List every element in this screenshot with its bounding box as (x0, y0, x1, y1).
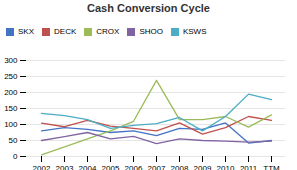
html-text:SHOO: SHOO (139, 27, 163, 36)
svg-text:2004: 2004 (79, 164, 97, 170)
svg-text:2008: 2008 (171, 164, 189, 170)
svg-text:2007: 2007 (148, 164, 166, 170)
svg-text:0: 0 (13, 152, 18, 161)
svg-text:250: 250 (4, 72, 18, 81)
svg-text:150: 150 (4, 104, 18, 113)
html-text:KSWS: KSWS (182, 27, 207, 36)
svg-text:2003: 2003 (56, 164, 74, 170)
html-text:Cash Conversion Cycle: Cash Conversion Cycle (87, 2, 210, 14)
html-text:SKX: SKX (18, 27, 34, 36)
svg-text:2006: 2006 (125, 164, 143, 170)
html-text:CROX: CROX (96, 27, 120, 36)
svg-text:200: 200 (4, 88, 18, 97)
svg-text:2005: 2005 (102, 164, 120, 170)
svg-text:2009: 2009 (194, 164, 212, 170)
html-text:DECK: DECK (54, 27, 77, 36)
svg-text:300: 300 (4, 56, 18, 65)
svg-text:2002: 2002 (33, 164, 51, 170)
svg-text:TTM: TTM (263, 164, 280, 170)
svg-text:2011: 2011 (240, 164, 258, 170)
svg-text:2010: 2010 (217, 164, 235, 170)
svg-text:50: 50 (9, 136, 18, 145)
svg-text:100: 100 (4, 120, 18, 129)
